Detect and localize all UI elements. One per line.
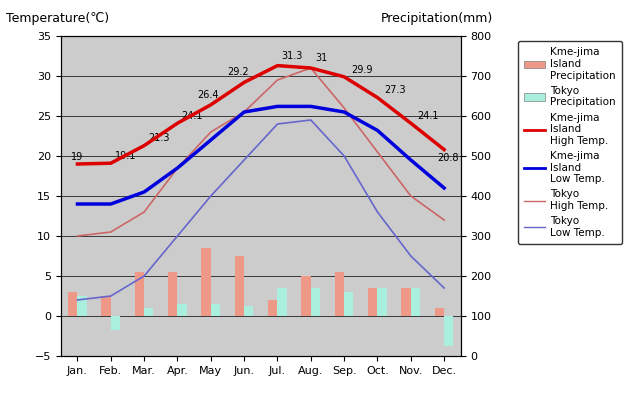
Bar (411, 288, 420, 316)
Legend: Kme-jima
Island
Precipitation, Tokyo
Precipitation, Kme-jima
Island
High Temp., : Kme-jima Island Precipitation, Tokyo Pre… (518, 41, 622, 244)
Bar (301, 276, 311, 316)
Bar (168, 272, 177, 316)
Text: 26.4: 26.4 (197, 90, 218, 100)
Bar (311, 288, 320, 316)
Bar (177, 304, 187, 316)
Text: 19.1: 19.1 (115, 151, 136, 161)
Bar (378, 288, 387, 316)
Bar (244, 306, 253, 316)
Bar (235, 256, 244, 316)
Text: 29.9: 29.9 (351, 65, 372, 75)
Text: 19: 19 (70, 152, 83, 162)
Bar (102, 296, 111, 316)
Bar (202, 248, 211, 316)
Text: 20.8: 20.8 (437, 153, 459, 163)
Bar (335, 272, 344, 316)
Bar (278, 288, 287, 316)
Bar (77, 296, 87, 316)
Text: Precipitation(mm): Precipitation(mm) (381, 12, 493, 25)
Bar (435, 308, 444, 316)
Bar (68, 292, 77, 316)
Text: 24.1: 24.1 (182, 111, 203, 121)
Text: 27.3: 27.3 (385, 86, 406, 96)
Bar (268, 300, 278, 316)
Text: 24.1: 24.1 (418, 111, 439, 121)
Bar (401, 288, 411, 316)
Bar (444, 316, 454, 346)
Bar (135, 272, 144, 316)
Text: 31: 31 (315, 53, 327, 63)
Bar (144, 308, 154, 316)
Bar (344, 292, 353, 316)
Bar (111, 316, 120, 330)
Bar (211, 304, 220, 316)
Text: 21.3: 21.3 (148, 134, 170, 144)
Text: 29.2: 29.2 (227, 68, 249, 78)
Text: 31.3: 31.3 (282, 51, 303, 61)
Text: Temperature(℃): Temperature(℃) (6, 12, 109, 25)
Bar (368, 288, 378, 316)
